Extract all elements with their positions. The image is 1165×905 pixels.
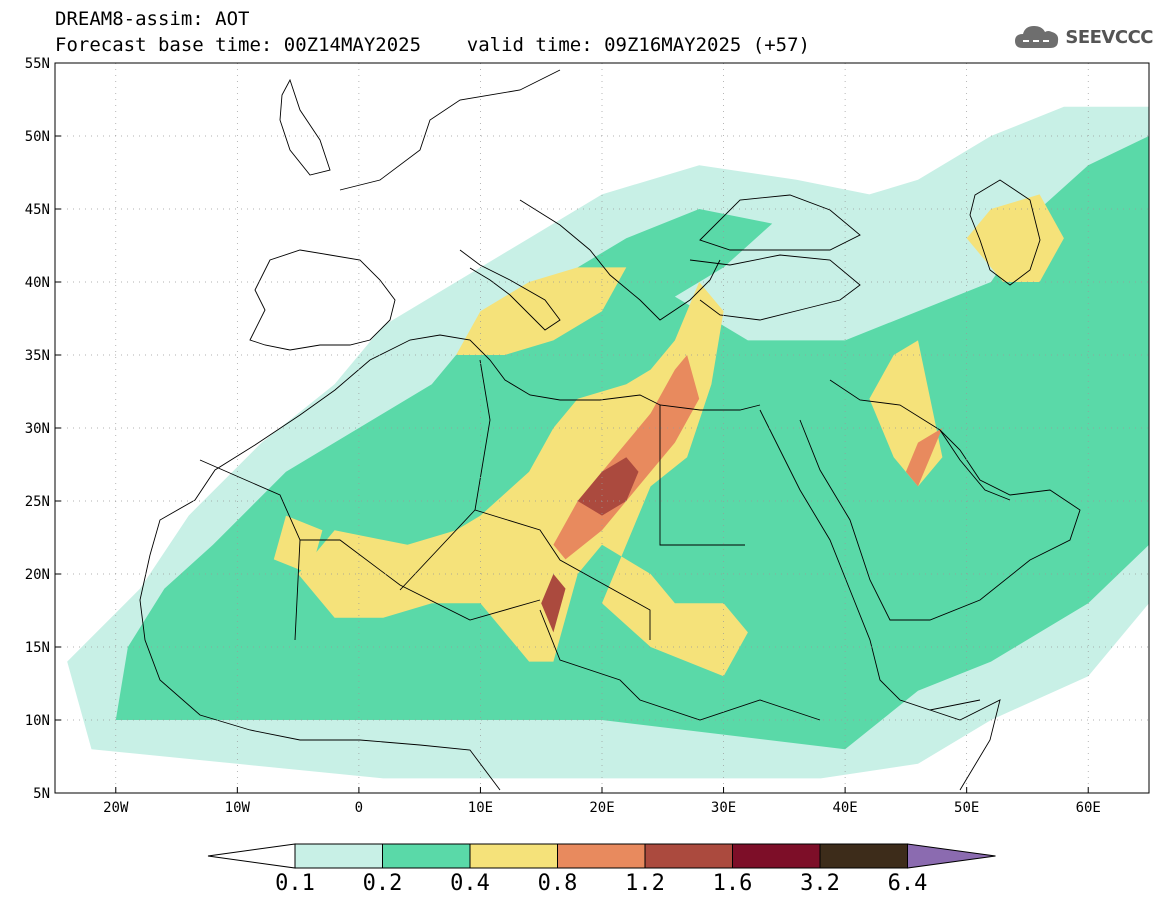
x-tick-label: 20E [589,800,614,816]
x-tick-label: 50E [954,800,979,816]
aot-region-level-4 [553,355,700,560]
red-sea [759,409,981,711]
map-title: DREAM8-assim: AOT [55,8,250,30]
colorbar-swatch [644,843,733,869]
y-tick-label: 30N [25,421,50,437]
x-tick-label: 10W [225,800,251,816]
logo-text: SEEVCCC [1065,26,1153,48]
britain-coast [279,78,331,176]
x-tick-label: 20W [103,800,129,816]
turkey-coast [689,254,861,321]
colorbar-label: 6.4 [888,871,928,896]
colorbar-label: 0.2 [363,871,403,896]
x-tick-label: 10E [468,800,493,816]
y-tick-label: 40N [25,275,50,291]
aot-region-level-3 [966,194,1064,282]
y-tick-label: 20N [25,567,50,583]
iberia-coast [249,249,396,351]
north-africa-coast [149,334,761,556]
axis-ticks: 20W 10W 0 10E 20E 30E 40E 50E 60E 5N 10N 15N 20N 25N 3… [25,56,1101,816]
aot-region-level-5 [577,457,639,516]
border-mideast [829,379,941,431]
balkans-coast [519,199,721,321]
y-tick-label: 35N [25,348,50,364]
colorbar-swatch [469,843,558,869]
europe-coast [339,69,561,191]
coastline-layer [139,69,1081,791]
colorbar-swatch [382,843,471,869]
west-africa-coast [139,554,501,791]
aot-region-level-3 [456,267,627,355]
x-tick-label: 0 [355,800,363,816]
x-tick-label: 30E [711,800,736,816]
colorbar-label: 1.6 [713,871,753,896]
y-tick-label: 10N [25,713,50,729]
aot-region-level-3 [273,515,323,574]
aot-field-layer [67,106,1149,779]
colorbar-label: 0.8 [538,871,578,896]
colorbar-label: 0.4 [450,871,490,896]
aot-region-level-4 [905,428,943,487]
y-tick-label: 5N [33,786,50,802]
border-sahel [300,539,541,621]
colorbar-swatch [557,843,646,869]
border-sahara-3 [474,359,491,511]
colorbar-swatch [819,843,908,869]
y-tick-label: 50N [25,129,50,145]
seevccc-logo: SEEVCCC [1013,22,1153,52]
colorbar-under-arrow [207,843,296,869]
y-tick-label: 15N [25,640,50,656]
y-tick-label: 25N [25,494,50,510]
x-tick-label: 60E [1076,800,1101,816]
horn-africa-coast [929,699,1001,791]
persian-gulf [939,429,1011,501]
italy-coast [459,249,561,331]
border-sahara-1 [199,459,301,641]
colorbar-label: 3.2 [800,871,840,896]
border-sahara-2 [399,509,651,640]
graticule [55,63,1149,793]
y-tick-label: 55N [25,56,50,72]
border-central [539,609,821,721]
colorbar-over-arrow [907,843,996,869]
arabia-coast [799,419,1081,621]
aot-region-level-5 [541,574,566,633]
forecast-time-line: Forecast base time: 00Z14MAY2025 valid t… [55,34,810,56]
colorbar-swatch [732,843,821,869]
colorbar: 0.1 0.2 0.4 0.8 1.2 1.6 3.2 6.4 [207,843,996,896]
colorbar-label: 1.2 [625,871,665,896]
black-sea [699,194,861,251]
y-tick-label: 45N [25,202,50,218]
x-tick-label: 40E [832,800,857,816]
colorbar-label: 0.1 [275,871,315,896]
aot-region-level-3 [298,282,748,677]
border-libya-egypt [659,405,745,546]
cloud-icon [1015,26,1059,48]
colorbar-swatch [294,843,383,869]
caspian-sea [969,179,1041,286]
